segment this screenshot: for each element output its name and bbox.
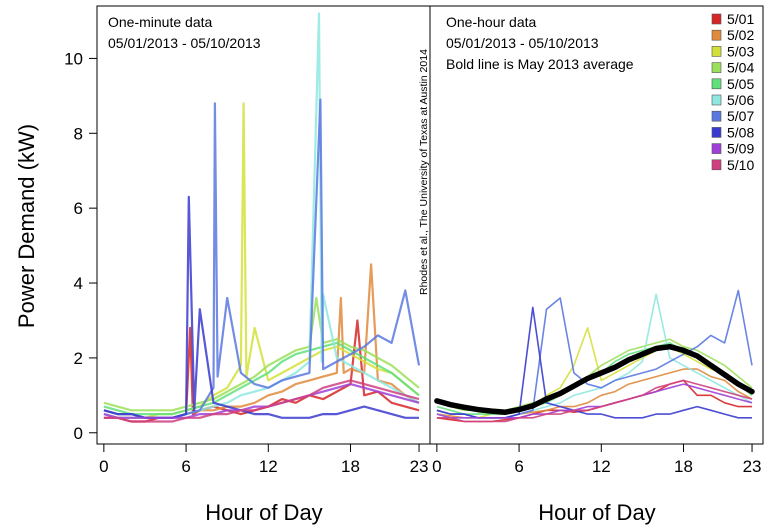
- left-panel-series: [103, 12, 421, 423]
- y-tick-label: 6: [74, 199, 83, 218]
- legend-swatch-5-10: [711, 159, 722, 171]
- left-series-line-5-10: [103, 379, 420, 423]
- right-series-line-5-09: [436, 383, 753, 419]
- legend: 5/015/025/035/045/055/065/075/085/095/10: [711, 11, 754, 173]
- left-x-axis: 0 6 12 18 23: [99, 444, 428, 476]
- legend-swatch-5-08: [711, 127, 722, 138]
- right-annotation-2: 05/01/2013 - 05/10/2013: [446, 35, 599, 51]
- left-x-tick-label: 18: [341, 457, 360, 476]
- right-series-line-5-10: [436, 379, 753, 423]
- y-axis-title: Power Demand (kW): [14, 124, 39, 328]
- left-annotation-2: 05/01/2013 - 05/10/2013: [108, 35, 261, 51]
- legend-label-5-07: 5/07: [727, 108, 754, 124]
- left-series-line-5-04: [103, 296, 420, 412]
- legend-label-5-05: 5/05: [727, 76, 754, 92]
- credit-text: Rhodes et al., The University of Texas a…: [418, 49, 430, 295]
- left-x-tick-label: 6: [181, 457, 190, 476]
- left-annotation-1: One-minute data: [108, 14, 212, 30]
- legend-swatch-5-02: [711, 29, 722, 41]
- legend-label-5-01: 5/01: [727, 11, 754, 27]
- right-annotation-3: Bold line is May 2013 average: [446, 56, 634, 72]
- legend-swatch-5-09: [711, 143, 722, 154]
- y-tick-label: 0: [74, 424, 83, 443]
- left-x-tick-label: 12: [259, 457, 278, 476]
- right-panel-frame: [429, 5, 764, 445]
- legend-label-5-03: 5/03: [727, 43, 754, 59]
- y-axis: 0 2 4 6 8 10: [64, 49, 97, 443]
- legend-label-5-04: 5/04: [727, 60, 754, 76]
- legend-label-5-10: 5/10: [727, 157, 754, 173]
- y-tick-label: 8: [74, 124, 83, 143]
- right-x-axis-title: Hour of Day: [538, 500, 655, 525]
- legend-swatch-5-07: [711, 110, 722, 122]
- right-annotation-1: One-hour data: [446, 14, 536, 30]
- right-panel-series: [434, 289, 755, 423]
- right-x-tick-label: 6: [514, 457, 523, 476]
- left-series-line-5-09: [103, 383, 420, 419]
- right-x-tick-label: 23: [743, 457, 762, 476]
- right-x-tick-label: 18: [674, 457, 693, 476]
- legend-swatch-5-04: [711, 62, 722, 73]
- left-series-line-5-05: [103, 341, 420, 416]
- left-panel-frame: [96, 5, 431, 445]
- legend-label-5-08: 5/08: [727, 124, 754, 140]
- legend-label-5-06: 5/06: [727, 92, 754, 108]
- y-tick-label: 10: [64, 49, 83, 68]
- left-series-line-5-08: [103, 195, 419, 419]
- legend-swatch-5-06: [711, 94, 722, 106]
- may-average-line: [434, 343, 755, 415]
- legend-swatch-5-05: [711, 78, 722, 90]
- right-x-tick-label: 12: [592, 457, 611, 476]
- left-x-axis-title: Hour of Day: [205, 500, 322, 525]
- right-x-axis: 0 6 12 18 23: [432, 444, 761, 476]
- legend-label-5-02: 5/02: [727, 27, 754, 43]
- legend-swatch-5-03: [711, 46, 722, 57]
- y-tick-label: 4: [74, 274, 83, 293]
- left-x-tick-label: 0: [99, 457, 108, 476]
- legend-swatch-5-01: [711, 13, 722, 25]
- legend-label-5-09: 5/09: [727, 141, 754, 157]
- left-x-tick-label: 23: [410, 457, 429, 476]
- right-x-tick-label: 0: [432, 457, 441, 476]
- y-tick-label: 2: [74, 349, 83, 368]
